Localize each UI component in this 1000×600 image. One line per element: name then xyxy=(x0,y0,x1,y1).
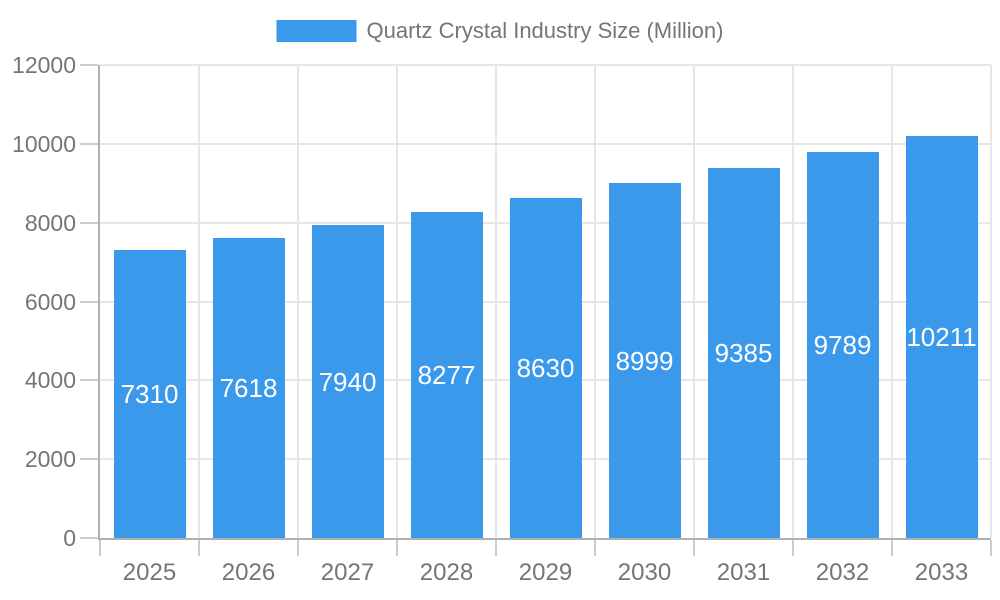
x-axis-tick xyxy=(495,540,497,556)
y-axis-tick xyxy=(80,221,98,224)
bar-value-label: 8999 xyxy=(615,345,674,376)
x-axis-tick xyxy=(693,540,695,556)
y-axis-tick xyxy=(80,300,98,303)
y-axis-line xyxy=(98,65,100,540)
x-axis-tick-label: 2033 xyxy=(914,559,969,586)
bar-value-label: 10211 xyxy=(906,321,977,352)
v-gridline xyxy=(396,65,398,538)
bar[interactable] xyxy=(212,237,285,538)
y-axis-tick xyxy=(80,64,98,66)
bar-value-label: 7618 xyxy=(219,372,278,403)
x-axis-tick xyxy=(198,540,200,556)
y-axis-tick-label: 8000 xyxy=(24,209,76,236)
y-axis-tick-label: 6000 xyxy=(24,288,76,315)
x-axis-tick-label: 2026 xyxy=(221,559,276,586)
x-axis-tick xyxy=(594,540,596,556)
y-axis-tick xyxy=(80,379,98,382)
bar[interactable] xyxy=(509,197,582,538)
x-axis-tick-label: 2027 xyxy=(320,559,375,586)
x-axis-tick xyxy=(297,540,299,556)
bar-value-label: 9789 xyxy=(813,330,872,361)
y-axis-tick-label: 0 xyxy=(63,525,76,551)
bar[interactable] xyxy=(707,168,780,538)
x-axis-line xyxy=(98,538,991,540)
y-axis-tick xyxy=(80,458,98,461)
v-gridline xyxy=(297,65,299,538)
x-axis-tick-label: 2030 xyxy=(617,559,672,586)
x-axis-tick xyxy=(792,540,794,556)
y-axis-tick-label: 4000 xyxy=(24,367,76,394)
y-axis-tick-label: 10000 xyxy=(12,130,76,157)
bar[interactable] xyxy=(410,211,483,538)
bar-value-label: 7310 xyxy=(120,378,179,409)
x-axis-tick xyxy=(891,540,893,556)
bar[interactable] xyxy=(806,152,879,538)
v-gridline xyxy=(792,65,794,538)
v-gridline xyxy=(198,65,200,538)
bar-value-label: 9385 xyxy=(714,338,773,369)
v-gridline xyxy=(495,65,497,538)
v-gridline xyxy=(594,65,596,538)
y-axis-tick-label: 12000 xyxy=(12,52,76,78)
v-gridline xyxy=(990,65,992,538)
legend[interactable]: Quartz Crystal Industry Size (Million) xyxy=(276,17,724,45)
plot-area: 0 2000 4000 6000 8000 10000 12000 7310 2025 7618 2… xyxy=(12,52,992,586)
x-axis-tick-label: 2032 xyxy=(815,559,870,586)
v-gridline xyxy=(891,65,893,538)
x-axis-tick xyxy=(99,540,101,556)
y-axis-tick-label: 2000 xyxy=(24,446,76,473)
bar[interactable] xyxy=(113,249,186,538)
y-axis-tick xyxy=(80,537,98,539)
bar-value-label: 8630 xyxy=(516,352,575,383)
x-axis-tick xyxy=(990,540,992,556)
v-gridline xyxy=(693,65,695,538)
y-axis-tick xyxy=(80,142,98,145)
h-gridline xyxy=(100,142,991,145)
x-axis-tick-label: 2029 xyxy=(518,559,573,586)
x-axis-tick-label: 2028 xyxy=(419,559,474,586)
bar[interactable] xyxy=(905,135,978,538)
x-axis-tick xyxy=(396,540,398,556)
bar-value-label: 7940 xyxy=(318,366,377,397)
h-gridline xyxy=(100,64,991,66)
legend-swatch xyxy=(276,20,357,42)
legend-label: Quartz Crystal Industry Size (Million) xyxy=(366,18,724,43)
bar[interactable] xyxy=(608,183,681,538)
x-axis-tick-label: 2031 xyxy=(716,559,771,586)
bar-value-label: 8277 xyxy=(417,359,476,390)
bar[interactable] xyxy=(311,225,384,538)
x-axis-tick-label: 2025 xyxy=(122,559,177,586)
